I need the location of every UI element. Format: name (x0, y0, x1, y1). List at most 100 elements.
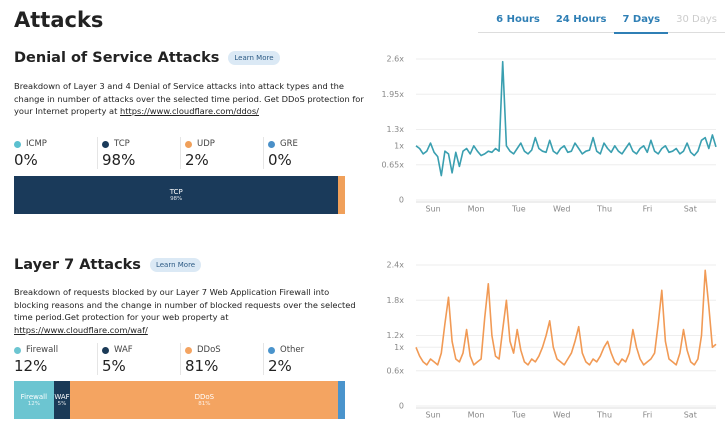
stat-name: ICMP (26, 139, 47, 149)
time-tabs: 6 Hours 24 Hours 7 Days 30 Days (478, 10, 725, 34)
trend-chart: 0 0.65x 1x 1.3x 1.95x 2.6x Sun Mon Tue Wed Thu Fri S… (381, 55, 717, 214)
y-tick-label: 0 (399, 402, 404, 411)
stat-name: TCP (114, 139, 130, 149)
breakdown-bar: Firewall 12% WAF 5% DDoS 81% (14, 381, 345, 419)
stat: WAF 5% (97, 343, 180, 375)
segment-name: Firewall (20, 393, 48, 401)
y-tick-label: 1x (394, 343, 404, 352)
y-tick-label: 2.4x (387, 261, 405, 270)
x-tick-label: Wed (553, 205, 570, 214)
section-header: Denial of Service Attacks Learn More (14, 50, 280, 66)
x-tick-label: Sun (426, 205, 441, 214)
stat: Firewall 12% (14, 343, 97, 375)
stat-name: Firewall (26, 345, 59, 355)
stat: ICMP 0% (14, 137, 97, 169)
stat: DDoS 81% (180, 343, 263, 375)
section-title: Layer 7 Attacks (14, 257, 141, 273)
y-tick-label: 0 (399, 196, 404, 205)
segment-value: 12% (27, 401, 40, 407)
x-tick-label: Mon (468, 205, 485, 214)
stat-dot (102, 140, 109, 148)
y-tick-label: 1.8x (387, 296, 405, 305)
y-tick-label: 1.3x (387, 125, 405, 134)
stat-name-row: DDoS (185, 343, 263, 357)
time-tab[interactable]: 24 Hours (555, 14, 607, 25)
stat-name: WAF (114, 345, 133, 355)
x-tick-label: Mon (468, 411, 485, 420)
x-tick-label: Tue (511, 205, 526, 214)
learn-more-button[interactable]: Learn More (149, 258, 202, 272)
x-tick-label: Fri (643, 411, 653, 420)
stat-name-row: UDP (185, 137, 263, 151)
section-description: Breakdown of requests blocked by our Lay… (14, 286, 364, 336)
stat-value: 0% (268, 151, 292, 169)
section-description: Breakdown of Layer 3 and 4 Denial of Ser… (14, 80, 364, 118)
segment-value: 81% (198, 401, 211, 407)
description-link[interactable]: https://www.cloudflare.com/ddos/ (120, 106, 259, 116)
x-tick-label: Sat (684, 205, 697, 214)
x-tick-label: Thu (596, 411, 612, 420)
y-tick-label: 1.2x (387, 331, 405, 340)
bar-segment: WAF 5% (53, 381, 71, 419)
stat-name: DDoS (197, 345, 221, 355)
stat-value: 0% (14, 151, 38, 169)
stat-name-row: Other (268, 343, 346, 357)
stats-row: ICMP 0% TCP 98% UDP 2% GRE 0% (14, 137, 346, 169)
time-tab[interactable]: 30 Days (676, 14, 717, 25)
y-tick-label: 1.95x (381, 90, 404, 99)
stat-name: UDP (197, 139, 215, 149)
stat-dot (185, 140, 192, 148)
trend-line (415, 60, 717, 177)
stats-row: Firewall 12% WAF 5% DDoS 81% Other 2% (14, 343, 346, 375)
stat-dot (102, 346, 109, 354)
description-text: Breakdown of Layer 3 and 4 Denial of Ser… (14, 81, 364, 116)
y-tick-label: 0.65x (381, 160, 404, 169)
stat-dot (268, 140, 275, 148)
stat-value: 2% (185, 151, 209, 169)
stat-name: Other (280, 345, 305, 355)
page-title: Attacks (14, 8, 104, 32)
stat-value: 98% (102, 151, 136, 169)
y-tick-label: 0.6x (387, 366, 405, 375)
stat-name-row: TCP (102, 137, 180, 151)
bar-segment: Firewall 12% (14, 381, 54, 419)
x-tick-label: Tue (511, 411, 526, 420)
x-tick-label: Sat (684, 411, 697, 420)
section-title: Denial of Service Attacks (14, 50, 220, 66)
bar-segment (338, 381, 345, 419)
x-tick-label: Thu (596, 205, 612, 214)
stat-dot (14, 140, 21, 148)
learn-more-button[interactable]: Learn More (228, 51, 280, 65)
stat: UDP 2% (180, 137, 263, 169)
stat-name: GRE (280, 139, 298, 149)
y-tick-label: 1x (394, 141, 404, 150)
segment-name: WAF (54, 393, 70, 401)
bar-segment: TCP 98% (14, 176, 339, 214)
segment-value: 98% (170, 196, 183, 202)
description-link[interactable]: https://www.cloudflare.com/waf/ (14, 324, 148, 335)
stat-name-row: WAF (102, 343, 180, 357)
stat: GRE 0% (263, 137, 346, 169)
bar-segment (338, 176, 345, 214)
stat-dot (268, 346, 275, 354)
stat-dot (185, 346, 192, 354)
stat: Other 2% (263, 343, 346, 375)
time-tab[interactable]: 6 Hours (496, 14, 540, 25)
segment-name: TCP (169, 188, 183, 196)
stat-value: 12% (14, 357, 48, 375)
stat-name-row: Firewall (14, 343, 97, 357)
section-header: Layer 7 Attacks Learn More (14, 257, 202, 273)
segment-value: 5% (57, 401, 67, 407)
stat-value: 81% (185, 357, 219, 375)
breakdown-bar: TCP 98% (14, 176, 345, 214)
trend-chart: 0 0.6x 1x 1.2x 1.8x 2.4x Sun Mon Tue Wed Thu Fri Sat (387, 261, 717, 420)
stat: TCP 98% (97, 137, 180, 169)
segment-name: DDoS (194, 393, 215, 401)
time-tab[interactable]: 7 Days (614, 10, 669, 34)
trend-line (415, 269, 717, 366)
stat-value: 5% (102, 357, 126, 375)
x-tick-label: Sun (426, 411, 441, 420)
x-tick-label: Wed (553, 411, 570, 420)
bar-segment: DDoS 81% (70, 381, 339, 419)
